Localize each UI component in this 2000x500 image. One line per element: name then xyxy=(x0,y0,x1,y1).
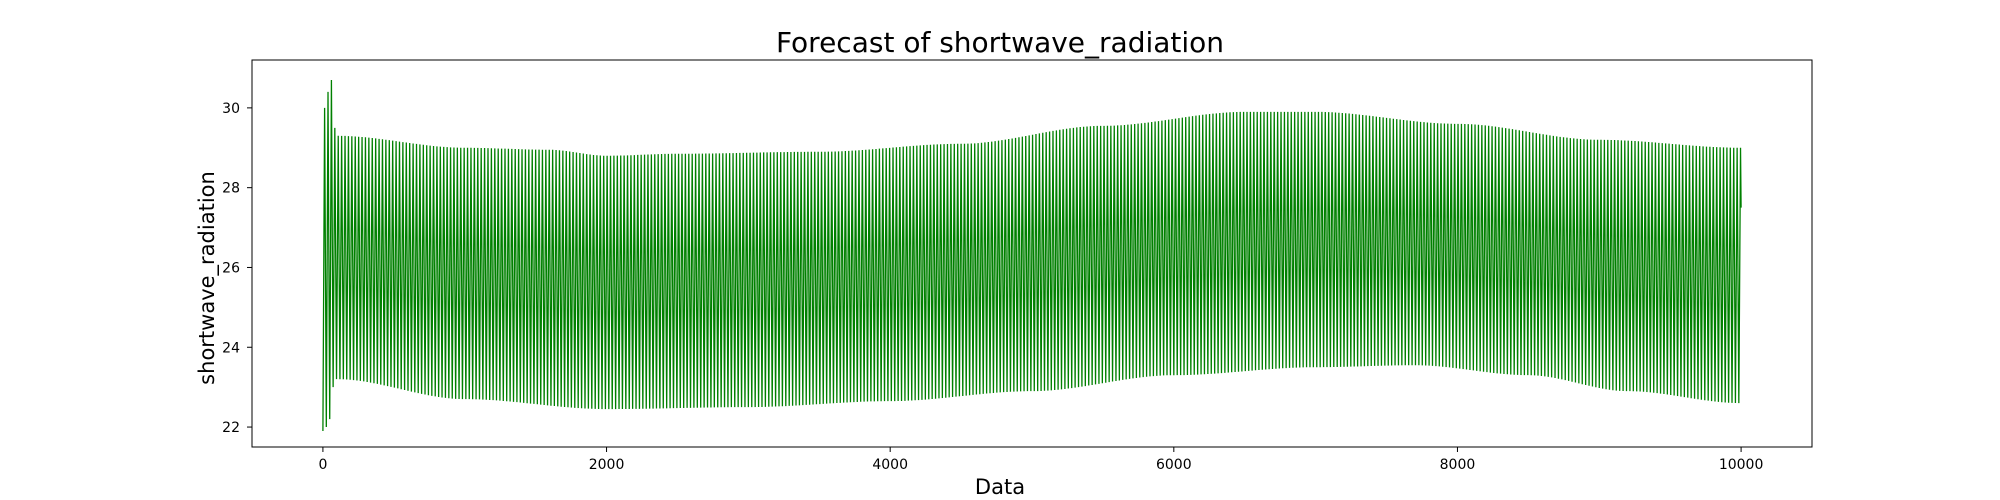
x-tick-label: 0 xyxy=(318,457,327,473)
plot-area xyxy=(322,79,1742,432)
axes-frame xyxy=(251,59,1813,448)
x-tick-label: 4000 xyxy=(872,457,908,473)
y-tick-label: 28 xyxy=(222,181,240,197)
axes: 0 2000 4000 6000 8000 10000 22 24 26 28 30 xyxy=(222,59,1813,473)
x-tick-label: 10000 xyxy=(1719,457,1764,473)
y-tick-label: 30 xyxy=(222,101,240,117)
x-tick-label: 2000 xyxy=(589,457,625,473)
x-tick-label: 8000 xyxy=(1440,457,1476,473)
y-tick-label: 26 xyxy=(222,260,240,276)
x-tick-label: 6000 xyxy=(1156,457,1192,473)
y-axis-label: shortwave_radiation xyxy=(195,171,220,385)
x-axis-label: Data xyxy=(975,475,1025,499)
y-tick-label: 22 xyxy=(222,420,240,436)
series-line-shortwave-radiation xyxy=(322,79,1742,432)
y-tick-label: 24 xyxy=(222,340,240,356)
chart-title: Forecast of shortwave_radiation xyxy=(776,26,1224,59)
